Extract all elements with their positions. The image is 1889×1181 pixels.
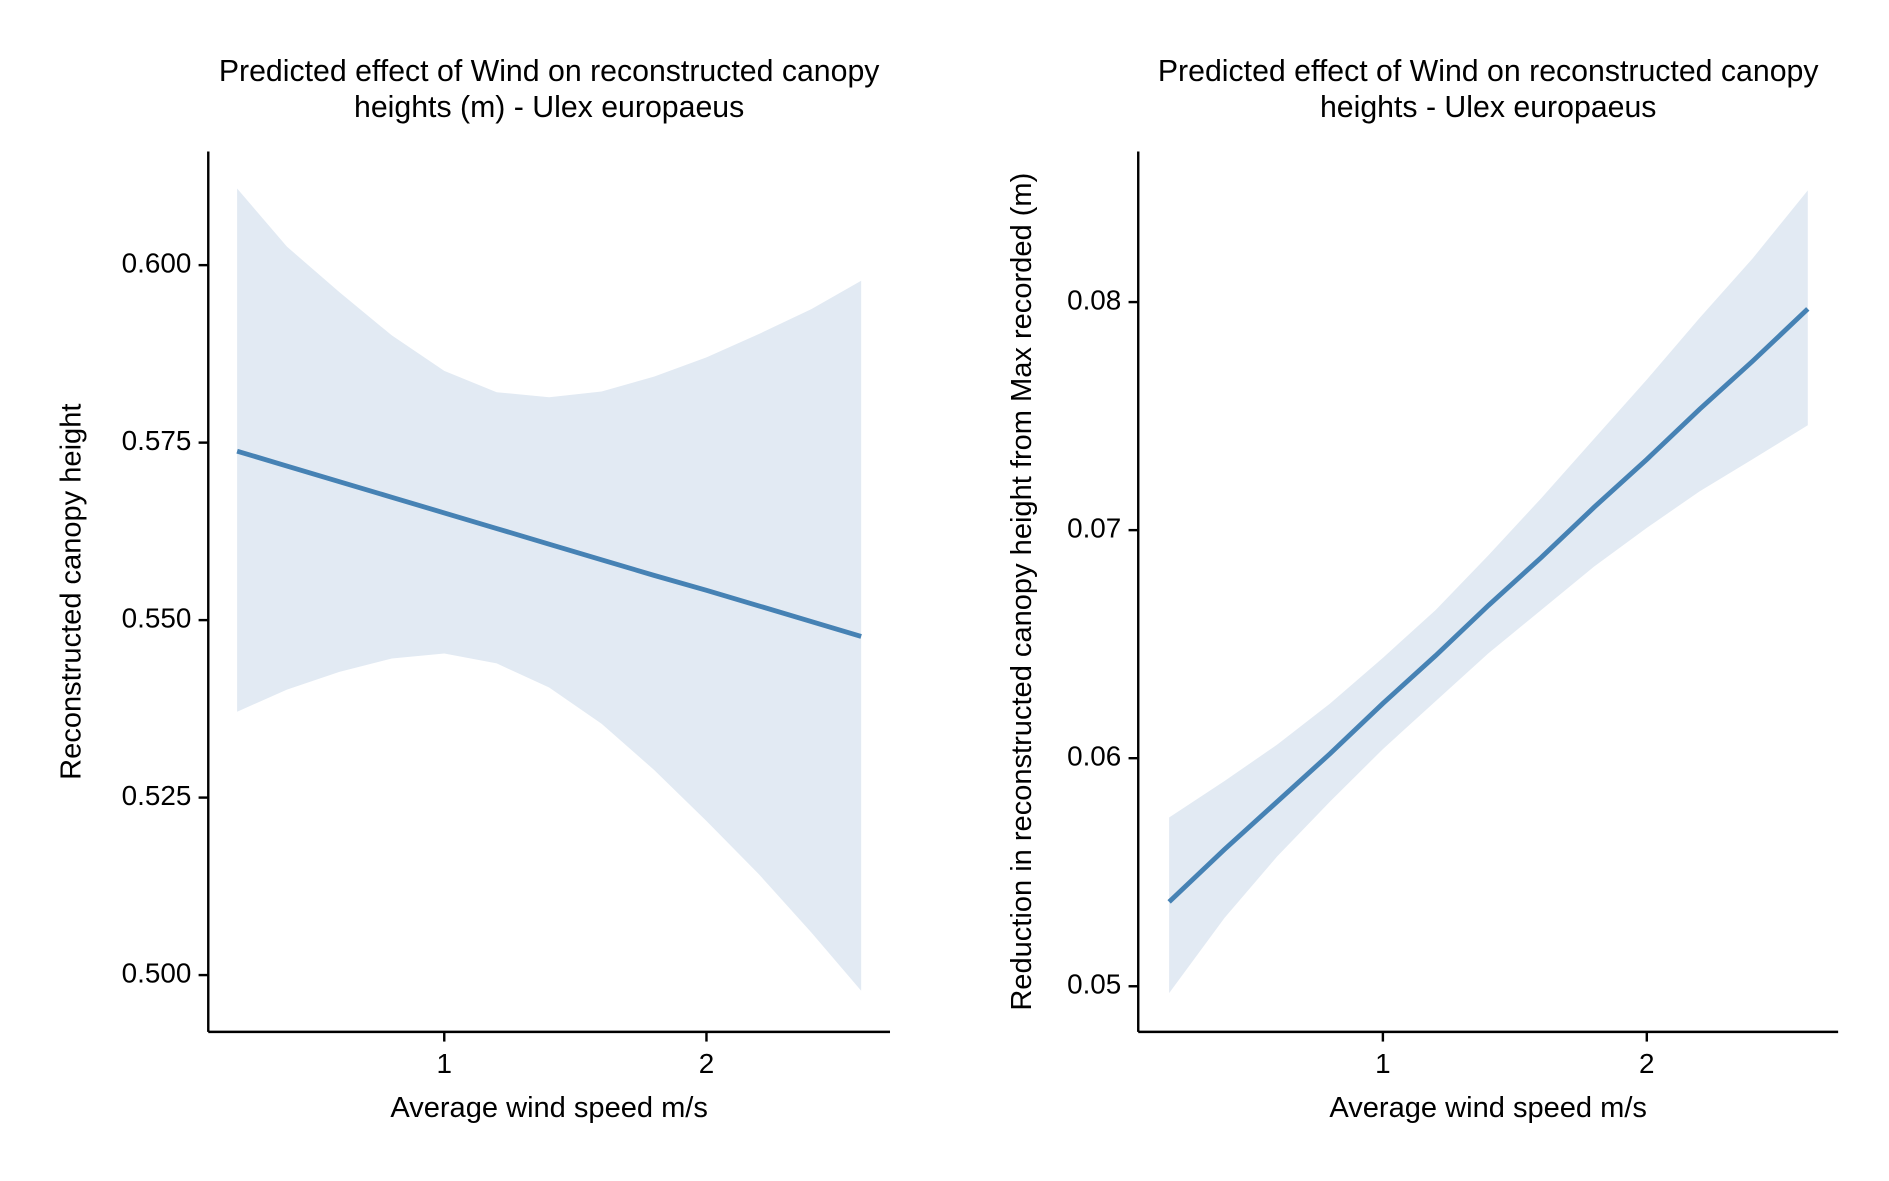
y-tick-label: 0.575 xyxy=(122,425,192,456)
fit-line xyxy=(236,448,862,639)
y-tick-label: 0.05 xyxy=(1067,969,1121,1000)
y-tick-label: 0.07 xyxy=(1067,512,1121,543)
chart-title: Predicted effect of Wind on reconstructe… xyxy=(219,55,880,88)
fit-line xyxy=(1167,307,1810,904)
chart-panel: Predicted effect of Wind on reconstructe… xyxy=(55,55,891,1124)
x-tick-label: 2 xyxy=(699,1048,715,1079)
confidence-band xyxy=(1169,190,1808,994)
y-tick-label: 0.06 xyxy=(1067,741,1121,772)
y-tick-label: 0.550 xyxy=(122,602,192,633)
y-tick-label: 0.600 xyxy=(122,247,192,278)
x-axis-label: Average wind speed m/s xyxy=(390,1092,708,1124)
chart-title: heights - Ulex europaeus xyxy=(1320,91,1656,124)
y-tick-label: 0.500 xyxy=(122,957,192,988)
y-axis-label: Reconstructed canopy height xyxy=(55,404,87,780)
y-axis-label: Reduction in reconstructed canopy height… xyxy=(1006,173,1038,1011)
y-tick-label: 0.08 xyxy=(1067,284,1121,315)
chart-title: Predicted effect of Wind on reconstructe… xyxy=(1158,55,1819,88)
chart-title: heights (m) - Ulex europaeus xyxy=(354,91,744,124)
x-tick-label: 1 xyxy=(437,1048,453,1079)
x-tick-label: 2 xyxy=(1639,1048,1655,1079)
chart-panel: Predicted effect of Wind on reconstructe… xyxy=(1006,55,1839,1124)
y-tick-label: 0.525 xyxy=(122,780,192,811)
x-axis-label: Average wind speed m/s xyxy=(1329,1092,1647,1124)
x-tick-label: 1 xyxy=(1375,1048,1391,1079)
confidence-band xyxy=(237,188,862,991)
